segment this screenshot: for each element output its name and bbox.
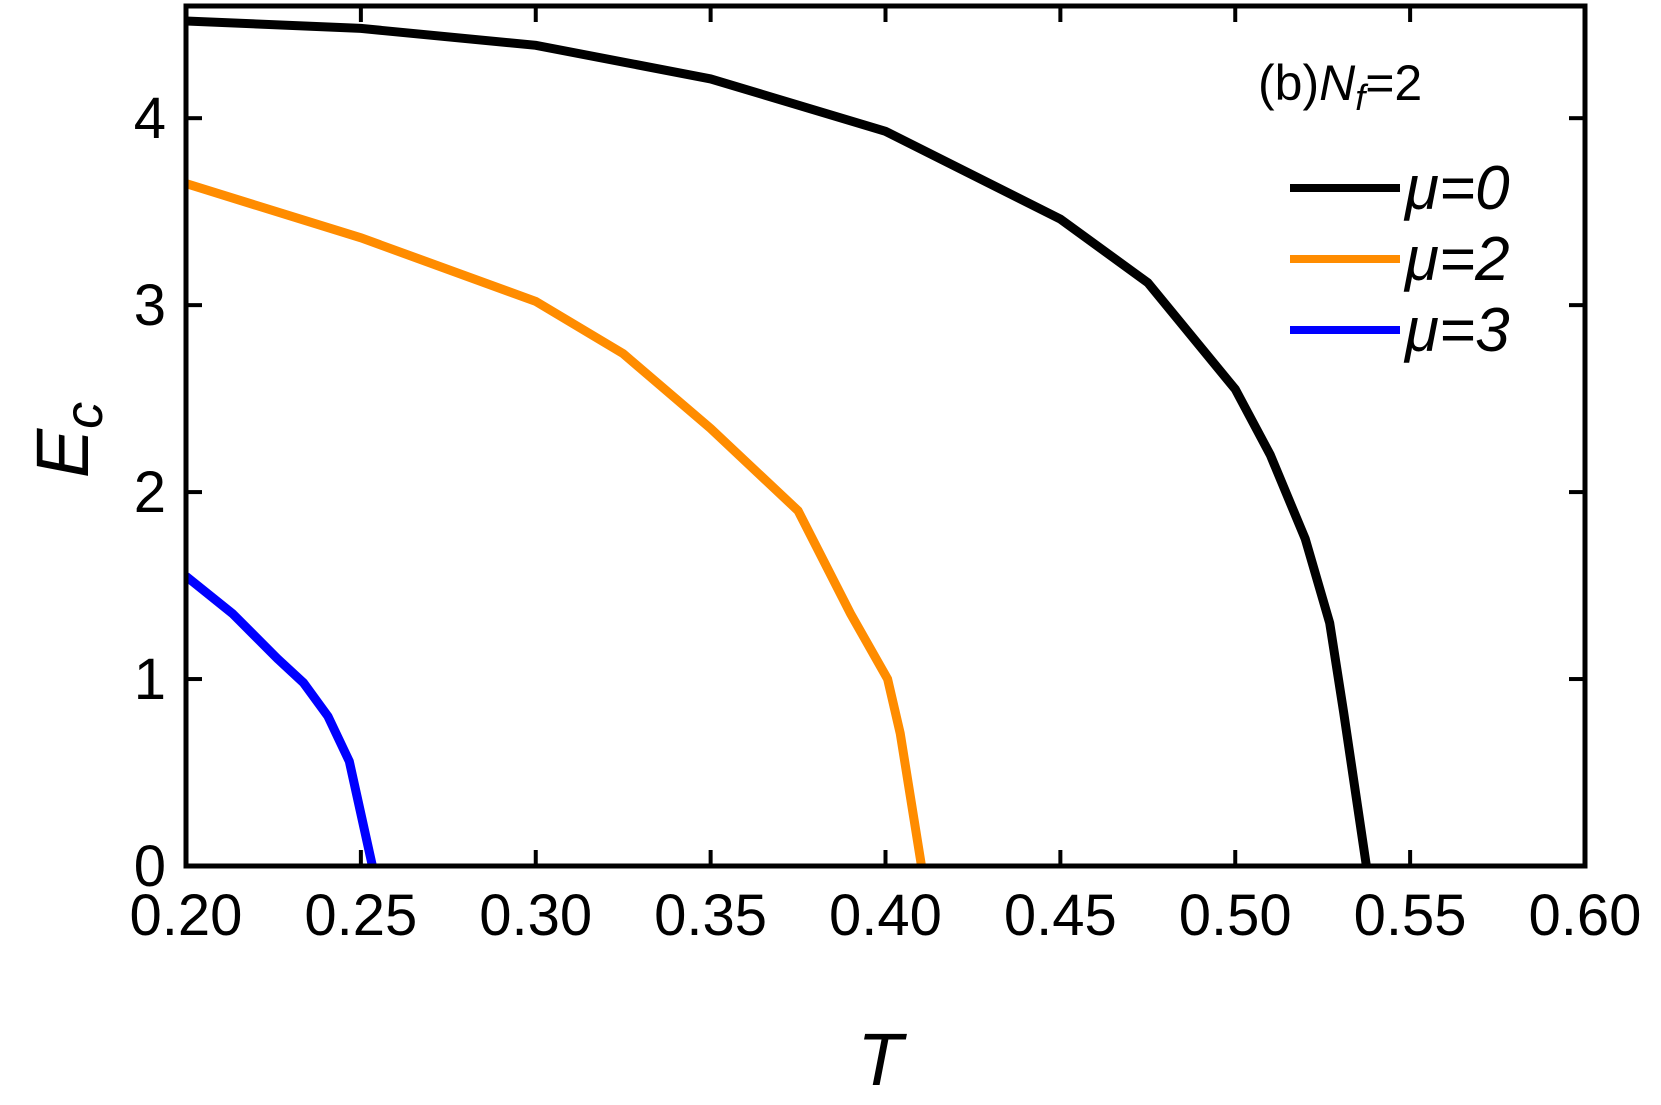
y-tick-label: 4	[134, 86, 166, 151]
legend-label: μ=0	[1403, 154, 1510, 223]
line	[186, 572, 377, 866]
line	[186, 179, 926, 866]
x-tick-label: 0.55	[1354, 883, 1467, 948]
x-tick-label: 0.30	[479, 883, 592, 948]
x-tick-label: 0.60	[1529, 883, 1642, 948]
y-tick-label: 3	[134, 273, 166, 338]
x-tick-label: 0.40	[829, 883, 942, 948]
annotation-prefix: (b)	[1258, 55, 1319, 111]
y-tick-label: 0	[134, 834, 166, 899]
legend-label: μ=2	[1403, 225, 1510, 294]
x-tick-label: 0.50	[1179, 883, 1292, 948]
annotation: (b)Nf=2	[1258, 55, 1422, 118]
plot-frame	[183, 3, 1588, 869]
annotation-symbol: N	[1319, 55, 1356, 111]
x-tick-label: 0.20	[130, 883, 243, 948]
x-tick-label: 0.35	[654, 883, 767, 948]
x-tick-label: 0.45	[1004, 883, 1117, 948]
y-tick-label: 2	[134, 460, 166, 525]
legend-label: μ=3	[1403, 296, 1510, 365]
y-label-symbol: E	[21, 427, 104, 478]
x-tick-label: 0.25	[304, 883, 417, 948]
x-axis-label: T	[857, 1018, 907, 1101]
y-tick-label: 1	[134, 647, 166, 712]
y-label-subscript: c	[54, 402, 114, 429]
y-axis-label: Ec	[21, 402, 114, 478]
line	[186, 16, 1371, 866]
annotation-suffix: =2	[1365, 55, 1422, 111]
